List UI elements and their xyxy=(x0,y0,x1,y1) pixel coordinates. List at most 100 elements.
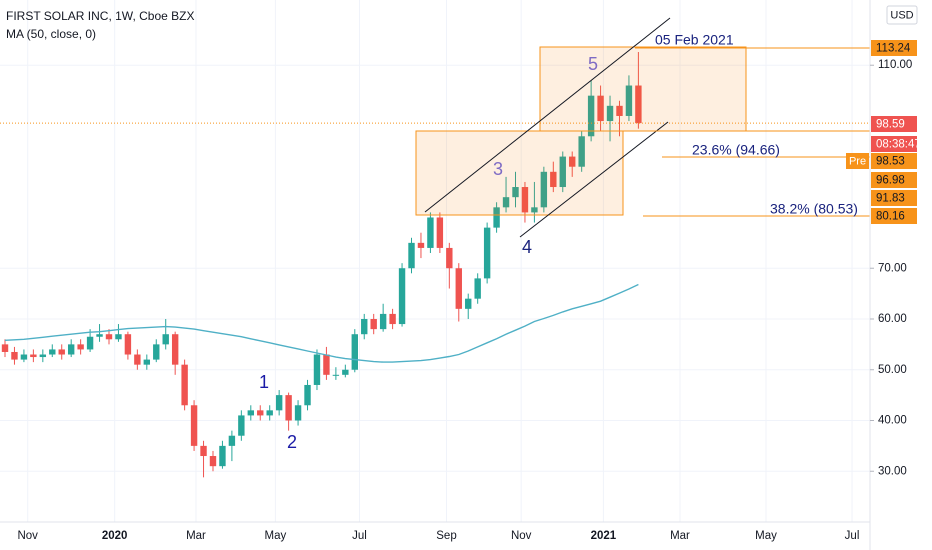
candle-body xyxy=(550,171,557,188)
candle-body xyxy=(512,187,519,198)
wave-label: 2 xyxy=(287,432,297,452)
candle-body xyxy=(313,354,321,385)
candle-body xyxy=(521,187,529,213)
candle-body xyxy=(77,344,84,350)
last-price-label-box xyxy=(871,116,917,132)
x-tick-label: Nov xyxy=(17,530,38,542)
candle-body xyxy=(531,207,538,213)
box xyxy=(539,46,747,132)
currency-box[interactable] xyxy=(886,5,918,25)
currency[interactable]: USD xyxy=(890,9,913,21)
y-tick-label: 50.00 xyxy=(878,364,907,376)
premarket-tag-box xyxy=(846,153,869,169)
candle-body xyxy=(379,313,387,330)
ma-line xyxy=(4,283,639,363)
x-tick-label: Mar xyxy=(670,530,690,542)
x-tick-label: May xyxy=(265,530,287,542)
candle-body xyxy=(616,105,623,116)
candle-body xyxy=(389,313,396,325)
x-tick-label: Jul xyxy=(845,530,860,542)
legend-entry: MA (50, close, 0) xyxy=(6,27,96,41)
candle-body xyxy=(115,334,122,340)
candle-body xyxy=(502,197,510,208)
candle-body xyxy=(181,364,188,406)
candle-body xyxy=(162,334,169,345)
axes: Nov 2020 Mar May Jul Sep Nov 2021 Mar May Jul 30.00… xyxy=(17,40,921,542)
last-price-label: 98.59 xyxy=(876,119,905,131)
candle-body xyxy=(578,136,585,167)
candle-body xyxy=(436,217,444,248)
candle-body xyxy=(143,359,151,365)
candle-body xyxy=(96,334,103,337)
candle-body xyxy=(304,384,311,406)
x-tick-label: 2020 xyxy=(102,530,128,542)
candle-body xyxy=(323,354,330,375)
box xyxy=(415,130,624,216)
candle-body xyxy=(408,242,415,269)
candle-body xyxy=(238,415,245,436)
candle-body xyxy=(635,85,642,124)
countdown-label: 08:38:47 xyxy=(876,139,921,151)
candle-body xyxy=(58,349,65,355)
candle-body xyxy=(597,95,604,122)
candle-body xyxy=(190,405,198,446)
candle-body xyxy=(294,405,302,421)
y-tick-label: 110.00 xyxy=(878,59,912,71)
level-label-box xyxy=(871,172,917,188)
candle-body xyxy=(625,85,633,116)
candle-body xyxy=(171,334,179,365)
premarket-tag: Pre xyxy=(849,155,866,167)
candle-body xyxy=(351,334,358,370)
wave-label: 4 xyxy=(522,237,532,257)
candle-body xyxy=(361,318,368,335)
level-label: 80.16 xyxy=(876,211,905,223)
y-tick-label: 60.00 xyxy=(878,313,907,325)
candle-body xyxy=(124,334,132,355)
fib-label: 23.6% (94.66) xyxy=(692,142,780,158)
candle-body xyxy=(587,95,595,137)
channel-line xyxy=(519,121,669,238)
candle-body xyxy=(20,354,28,360)
level-label-box xyxy=(871,40,917,56)
level-label: 91.83 xyxy=(876,193,905,205)
x-tick-label: 2021 xyxy=(591,530,617,542)
chart-title: FIRST SOLAR INC, 1W, Cboe BZX xyxy=(6,9,195,23)
wave-label: 5 xyxy=(588,54,598,74)
level-label-box xyxy=(871,208,917,224)
candle-body xyxy=(67,344,75,355)
candle-body xyxy=(39,354,47,358)
candle-body xyxy=(257,410,264,416)
level-label-box xyxy=(871,190,917,206)
candle-body xyxy=(266,410,273,416)
level-label: 96.98 xyxy=(876,175,905,187)
date-annotation: 05 Feb 2021 xyxy=(655,32,734,48)
candle-body xyxy=(417,242,425,248)
y-tick-label: 30.00 xyxy=(878,465,907,477)
candle-body xyxy=(559,156,566,188)
candle-body xyxy=(86,336,94,350)
candle-body xyxy=(483,227,491,279)
candle-body xyxy=(285,395,292,421)
fib-label: 38.2% (80.53) xyxy=(770,201,858,217)
x-tick-label: Sep xyxy=(436,530,456,542)
candle-body xyxy=(134,354,141,365)
candle-body xyxy=(247,410,254,416)
candle-body xyxy=(540,171,548,208)
level-label: 113.24 xyxy=(876,43,911,55)
candle-body xyxy=(569,156,576,167)
candle-body xyxy=(275,395,283,411)
countdown-label-box xyxy=(871,136,917,152)
wave-label: 1 xyxy=(259,372,269,392)
x-tick-label: Mar xyxy=(186,530,206,542)
plot-area xyxy=(0,0,870,522)
y-tick-label: 40.00 xyxy=(878,415,907,427)
candle-body xyxy=(332,374,340,376)
candle-body xyxy=(209,456,217,467)
drawings: 05 Feb 2021 23.6% (94.66) 38.2% (80.53) … xyxy=(259,17,870,452)
y-tick-label: 70.00 xyxy=(878,262,907,274)
candle-body xyxy=(398,268,406,325)
candle-body xyxy=(30,354,37,358)
candle-body xyxy=(153,344,160,360)
